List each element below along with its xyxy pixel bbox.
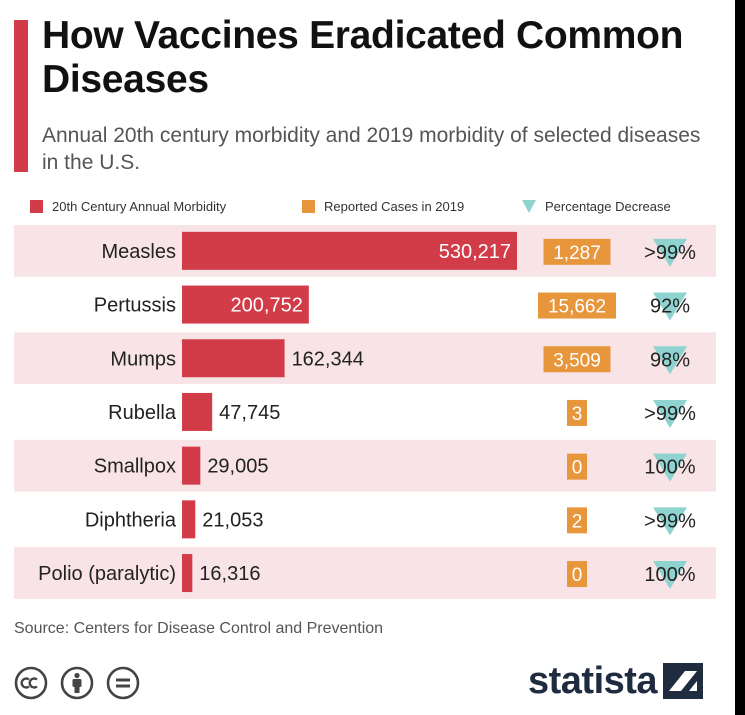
legend-item-cases: Reported Cases in 2019 — [302, 197, 464, 215]
morbidity-bar — [182, 339, 285, 378]
cases-value-label: 0 — [572, 565, 583, 586]
cases-badge — [538, 292, 616, 319]
decrease-value-label: >99% — [644, 403, 696, 425]
decrease-triangle — [653, 561, 687, 590]
row-band — [14, 439, 716, 492]
decrease-triangle — [653, 346, 687, 375]
decrease-value-label: 92% — [650, 296, 690, 318]
statista-logo: statista — [528, 656, 704, 706]
morbidity-bar — [182, 554, 193, 593]
legend-label-decrease: Percentage Decrease — [545, 198, 671, 214]
decrease-value-label: >99% — [644, 510, 696, 532]
cases-value-label: 0 — [572, 458, 583, 479]
cases-value-label: 2 — [572, 511, 583, 532]
decrease-triangle — [653, 453, 687, 482]
decrease-triangle — [653, 238, 687, 267]
morbidity-value-label: 47,745 — [219, 402, 280, 424]
morbidity-value-label: 162,344 — [292, 348, 364, 370]
legend-label-cases: Reported Cases in 2019 — [324, 198, 465, 214]
morbidity-value-label: 16,316 — [199, 563, 260, 585]
legend-triangle-icon — [522, 199, 536, 213]
cases-badge — [567, 399, 587, 426]
cases-value-label: 1,287 — [553, 243, 601, 264]
legend-swatch-morbidity — [30, 199, 43, 213]
no-derivatives-icon — [106, 666, 140, 700]
title-accent-bar — [14, 20, 28, 172]
morbidity-value-label: 200,752 — [231, 295, 303, 317]
cases-badge — [567, 453, 587, 480]
morbidity-bar — [182, 392, 213, 431]
brand-name: statista — [528, 659, 658, 702]
decrease-triangle — [653, 292, 687, 321]
creative-commons-icon — [14, 666, 48, 700]
legend-label-morbidity: 20th Century Annual Morbidity — [52, 198, 227, 214]
chart-title: How Vaccines Eradicated Common Diseases — [42, 14, 684, 101]
decrease-triangle — [653, 507, 687, 536]
chart-subtitle: Annual 20th century morbidity and 2019 m… — [42, 124, 701, 174]
cases-badge — [543, 346, 611, 373]
morbidity-value-label: 29,005 — [207, 456, 268, 478]
category-label: Pertussis — [94, 295, 176, 317]
legend-item-decrease: Percentage Decrease — [522, 197, 671, 215]
morbidity-value-label: 21,053 — [202, 509, 263, 531]
category-label: Smallpox — [94, 456, 176, 478]
cases-value-label: 3 — [572, 404, 583, 425]
category-label: Measles — [102, 241, 176, 263]
decrease-value-label: 100% — [644, 457, 695, 479]
row-band — [14, 547, 716, 599]
cases-value-label: 15,662 — [548, 297, 606, 318]
decrease-value-label: 100% — [644, 564, 695, 586]
morbidity-bar — [182, 231, 517, 270]
category-label: Diphtheria — [85, 509, 177, 531]
statista-logo-icon — [663, 663, 704, 699]
cases-badge — [567, 561, 587, 588]
morbidity-bar — [182, 446, 201, 485]
morbidity-value-label: 530,217 — [439, 241, 511, 263]
cases-value-label: 3,509 — [553, 350, 601, 371]
morbidity-bar — [182, 285, 309, 324]
source-note: Source: Centers for Disease Control and … — [14, 620, 384, 637]
category-label: Rubella — [108, 402, 177, 424]
decrease-value-label: >99% — [644, 242, 696, 264]
legend-item-morbidity: 20th Century Annual Morbidity — [30, 197, 226, 215]
decrease-value-label: 98% — [650, 349, 690, 371]
attribution-icon — [60, 666, 94, 700]
chart-area: Measles 530,217 1,287 >99% Pertussis 200,752 1… — [14, 225, 716, 599]
morbidity-bar — [182, 500, 196, 539]
cases-badge — [567, 507, 587, 534]
window-frame-edge — [735, 0, 745, 715]
category-label: Polio (paralytic) — [38, 563, 176, 585]
cases-badge — [543, 238, 611, 265]
legend-swatch-cases — [302, 199, 315, 213]
decrease-triangle — [653, 399, 687, 428]
category-label: Mumps — [110, 348, 176, 370]
